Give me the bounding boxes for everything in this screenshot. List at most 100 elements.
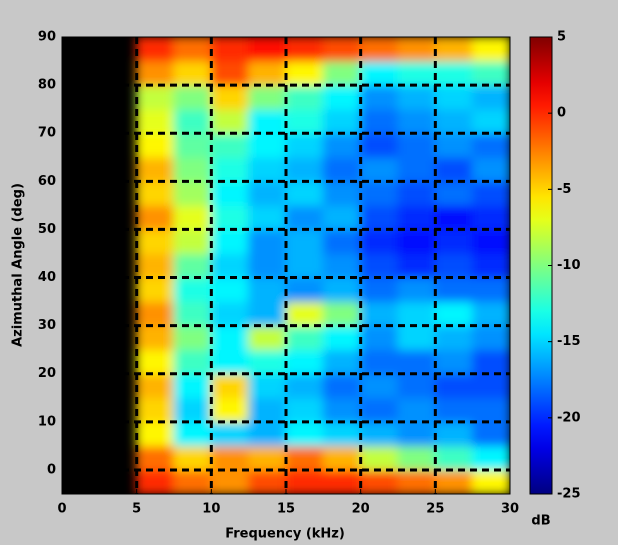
heatmap-cell (472, 349, 510, 375)
heatmap-cell (434, 373, 474, 399)
heatmap-cell (472, 37, 510, 62)
heatmap-cell (434, 180, 474, 206)
heatmap-cell (472, 84, 510, 110)
heatmap-cell (322, 349, 362, 375)
heatmap-cell (248, 204, 287, 230)
x-tick-label: 20 (352, 502, 370, 517)
heatmap-cell (322, 60, 362, 86)
heatmap-cell (434, 37, 474, 62)
heatmap-cell (322, 445, 362, 471)
heatmap-cell (173, 204, 212, 230)
heatmap-cell (136, 60, 175, 86)
heatmap-cell (136, 180, 175, 206)
heatmap-cell (397, 60, 436, 86)
heatmap-cell (434, 228, 474, 254)
heatmap-cell (322, 132, 362, 158)
heatmap-cell (136, 301, 175, 327)
heatmap-cell (360, 421, 399, 447)
heatmap-cell (210, 37, 250, 62)
heatmap-cell (173, 277, 212, 303)
heatmap-cell (210, 84, 250, 110)
heatmap-cell (397, 469, 436, 494)
colorbar-tick-label: 0 (557, 106, 566, 121)
heatmap-cell (173, 325, 212, 351)
heatmap-cell (285, 469, 324, 494)
heatmap-cell (248, 132, 287, 158)
heatmap-cell (173, 228, 212, 254)
heatmap-cell (397, 373, 436, 399)
heatmap-cell (173, 373, 212, 399)
heatmap-cell (397, 277, 436, 303)
heatmap-cell (285, 108, 324, 134)
heatmap-cell (248, 277, 287, 303)
y-tick-label: 0 (47, 462, 56, 477)
heatmap-cell (472, 445, 510, 471)
heatmap-cell (322, 252, 362, 279)
heatmap-cell (210, 180, 250, 206)
heatmap-cell (397, 397, 436, 423)
colorbar-tick-label: -10 (557, 258, 581, 273)
heatmap-cell (248, 37, 287, 62)
colorbar-tick-label: -20 (557, 410, 581, 425)
heatmap-cell (360, 445, 399, 471)
x-tick-label: 5 (132, 502, 141, 517)
heatmap-cell (285, 228, 324, 254)
heatmap-cell (136, 277, 175, 303)
heatmap-cell (248, 373, 287, 399)
heatmap-cell (434, 132, 474, 158)
heatmap-cell (248, 301, 287, 327)
heatmap-cell (322, 156, 362, 182)
heatmap-cell (360, 349, 399, 375)
heatmap-cell (360, 373, 399, 399)
heatmap-cell (173, 397, 212, 423)
heatmap-cell (136, 156, 175, 182)
heatmap-cell (472, 421, 510, 447)
heatmap-cell (397, 37, 436, 62)
heatmap-cell (322, 180, 362, 206)
heatmap-cell (397, 349, 436, 375)
heatmap-cell (434, 84, 474, 110)
heatmap-cell (173, 349, 212, 375)
heatmap-cell (248, 252, 287, 279)
heatmap-cell (434, 60, 474, 86)
heatmap-cell (210, 204, 250, 230)
heatmap-cell (397, 325, 436, 351)
heatmap-cell (210, 469, 250, 494)
colorbar-label: dB (531, 514, 550, 529)
overlay: 0 5 10 15 20 25 30 0 10 20 30 40 50 60 70 80 90 (38, 30, 519, 517)
heatmap-cell (322, 469, 362, 494)
heatmap-cell (397, 301, 436, 327)
y-tick-label: 20 (38, 366, 56, 381)
heatmap-cell (136, 397, 175, 423)
heatmap-cell (210, 421, 250, 447)
heatmap-cell (210, 301, 250, 327)
heatmap-cell (472, 325, 510, 351)
heatmap-cell (472, 469, 510, 494)
heatmap-cell (210, 132, 250, 158)
heatmap-cell (397, 108, 436, 134)
heatmap-cell (248, 421, 287, 447)
heatmap-cell (360, 180, 399, 206)
heatmap-cell (472, 301, 510, 327)
heatmap-cell (285, 373, 324, 399)
heatmap-cell (434, 349, 474, 375)
heatmap-cell (472, 132, 510, 158)
heatmap-cell (360, 325, 399, 351)
colorbar-tick-label: -5 (557, 182, 571, 197)
heatmap-cell (285, 37, 324, 62)
heatmap-cell (322, 228, 362, 254)
heatmap-cell (136, 37, 175, 62)
heatmap-cell (434, 445, 474, 471)
y-tick-label: 10 (38, 414, 56, 429)
heatmap-cell (173, 108, 212, 134)
heatmap-cell (210, 228, 250, 254)
heatmap-cell (360, 84, 399, 110)
heatmap-cell (434, 421, 474, 447)
heatmap-cell (248, 60, 287, 86)
heatmap-cell (248, 349, 287, 375)
heatmap-cell (360, 156, 399, 182)
heatmap-cell (173, 132, 212, 158)
y-tick-label: 40 (38, 270, 56, 285)
heatmap-cell (285, 421, 324, 447)
heatmap-cell (285, 180, 324, 206)
